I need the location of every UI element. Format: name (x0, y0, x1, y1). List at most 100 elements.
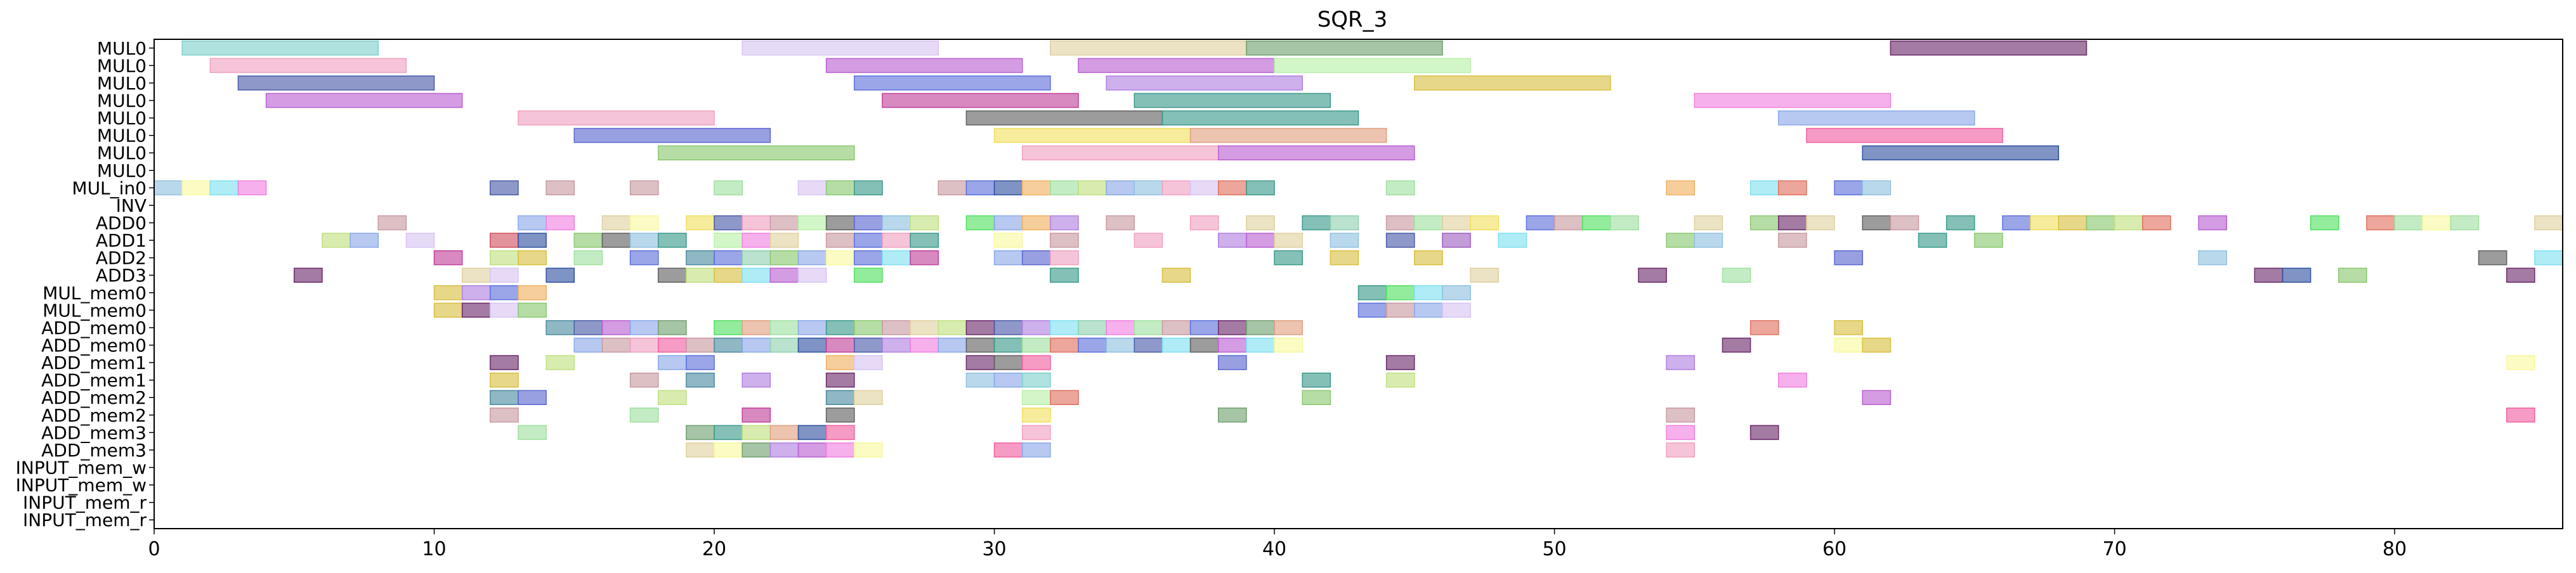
bar-add2-151 (854, 250, 883, 266)
y-tick-label: MUL0 (97, 126, 147, 146)
bar-add-mem1-263 (965, 355, 995, 370)
bar-mul-in0-32 (237, 180, 267, 196)
bar-add2-142 (518, 250, 547, 266)
bar-add2-153 (910, 250, 939, 266)
x-tick-label: 60 (1822, 538, 1847, 560)
bar-mul-in0-40 (938, 180, 967, 196)
bar-add0-76 (1106, 215, 1135, 231)
bar-add1-130 (1274, 233, 1303, 248)
bar-add-mem0-240 (910, 337, 939, 353)
bar-add-mem0-256 (1862, 337, 1892, 353)
bar-add-mem0-248 (1134, 337, 1163, 353)
bar-add-mem1-260 (686, 355, 715, 370)
bar-add-mem1-261 (825, 355, 855, 370)
bar-add2-154 (993, 250, 1023, 266)
bar-add0-71 (910, 215, 939, 231)
bar-add-mem3-306 (1666, 425, 1696, 441)
bar-add-mem0-206 (742, 320, 771, 335)
bar-add3-181 (2282, 267, 2311, 283)
bar-add-mem0-254 (1722, 337, 1751, 353)
bar-mul-in0-34 (546, 180, 575, 196)
bar-add-mem0-251 (1217, 337, 1247, 353)
bar-add-mem0-213 (938, 320, 967, 335)
bar-mul-in0-48 (1161, 180, 1191, 196)
bar-add1-136 (1694, 233, 1723, 248)
bar-add-mem3-309 (714, 442, 743, 458)
bar-mul-in0-55 (1778, 180, 1807, 196)
bar-add-mem0-250 (1189, 337, 1219, 353)
bar-mul-mem0-186 (490, 285, 519, 300)
bar-mul-mem0-192 (433, 302, 463, 318)
bar-add0-58 (377, 215, 407, 231)
bar-mul-in0-46 (1106, 180, 1135, 196)
bar-mul0-9 (237, 75, 435, 91)
y-tick-label: ADD_mem2 (41, 387, 147, 408)
bar-add0-95 (1945, 215, 1975, 231)
bar-add0-107 (2450, 215, 2480, 231)
bar-add0-65 (742, 215, 771, 231)
y-tick-label: ADD_mem3 (41, 440, 147, 461)
bar-add2-159 (1414, 250, 1443, 266)
x-tick-label: 70 (2102, 538, 2126, 560)
bar-mul-mem0-198 (1414, 302, 1443, 318)
bar-add-mem3-310 (742, 442, 771, 458)
y-tick-label: INPUT_mem_w (16, 458, 147, 479)
bar-add-mem1-264 (993, 355, 1023, 370)
bar-mul0-1 (742, 41, 939, 56)
bar-add1-123 (882, 233, 911, 248)
bar-add1-113 (518, 233, 547, 248)
bar-add0-94 (1890, 215, 1919, 231)
bar-add0-98 (2058, 215, 2088, 231)
bar-add1-135 (1666, 233, 1696, 248)
bar-add-mem2-283 (657, 390, 687, 405)
bar-add-mem3-317 (1666, 442, 1696, 458)
bar-add0-69 (854, 215, 883, 231)
x-tick-label: 40 (1262, 538, 1286, 560)
bar-add0-97 (2030, 215, 2060, 231)
bar-add-mem1-271 (629, 372, 659, 388)
bar-add1-126 (1050, 233, 1079, 248)
bar-add-mem0-255 (1834, 337, 1863, 353)
bar-mul-in0-50 (1217, 180, 1247, 196)
bar-mul0-7 (1078, 58, 1275, 74)
bar-add1-125 (993, 233, 1023, 248)
bar-add-mem0-246 (1078, 337, 1107, 353)
y-tick-label: INPUT_mem_r (23, 493, 147, 513)
bar-mul-in0-47 (1134, 180, 1163, 196)
bar-add1-112 (490, 233, 519, 248)
bar-add3-171 (742, 267, 771, 283)
y-tick-label: MUL0 (97, 160, 147, 181)
bar-mul-in0-29 (154, 180, 183, 196)
bar-add1-137 (1778, 233, 1807, 248)
bar-add-mem0-201 (573, 320, 603, 335)
bar-mul0-13 (265, 93, 463, 108)
bar-mul-mem0-184 (433, 285, 463, 300)
bar-add-mem0-232 (686, 337, 715, 353)
y-tick-label: ADD_mem0 (41, 318, 147, 338)
bar-add1-132 (1385, 233, 1415, 248)
bar-add-mem0-230 (629, 337, 659, 353)
bars-layer (154, 41, 2563, 458)
bar-add2-146 (714, 250, 743, 266)
bar-add-mem3-307 (1749, 425, 1779, 441)
bar-add3-176 (1161, 267, 1191, 283)
bar-add0-106 (2422, 215, 2452, 231)
bar-add3-165 (461, 267, 491, 283)
bar-add-mem3-299 (686, 425, 715, 441)
bar-add3-178 (1638, 267, 1667, 283)
bar-add0-60 (546, 215, 575, 231)
bar-add-mem2-282 (518, 390, 547, 405)
bar-mul0-12 (1414, 75, 1611, 91)
bar-add1-124 (910, 233, 939, 248)
bar-add2-161 (2198, 250, 2227, 266)
bar-add-mem3-315 (993, 442, 1023, 458)
bar-add0-74 (1021, 215, 1051, 231)
y-tick-label: ADD3 (96, 265, 147, 286)
y-tick-label: INV (116, 195, 147, 216)
bar-add-mem0-236 (797, 337, 827, 353)
y-tick-label: MUL0 (97, 108, 147, 129)
bar-add0-92 (1806, 215, 1835, 231)
bar-mul-in0-44 (1050, 180, 1079, 196)
bar-add2-145 (686, 250, 715, 266)
bar-add-mem0-239 (882, 337, 911, 353)
